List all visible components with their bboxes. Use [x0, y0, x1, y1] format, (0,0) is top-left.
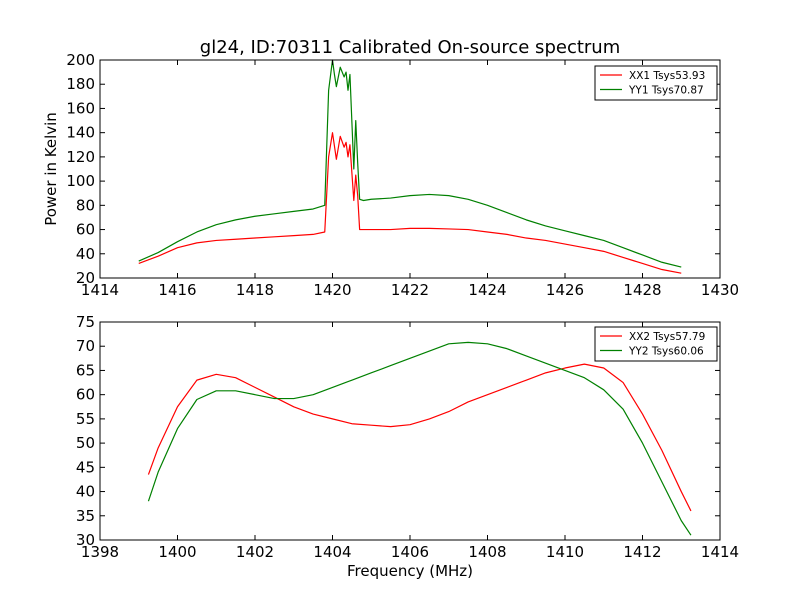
y-tick-label: 75: [76, 313, 95, 331]
x-tick-label: 1406: [391, 543, 429, 561]
y-tick-label: 50: [76, 434, 95, 452]
y-tick-label: 40: [76, 245, 95, 263]
legend-label: YY1 Tsys70.87: [628, 85, 704, 97]
y-tick-label: 30: [76, 531, 95, 549]
x-tick-label: 1398: [81, 543, 119, 561]
y-tick-label: 45: [76, 458, 95, 476]
legend-label: XX2 Tsys57.79: [629, 331, 705, 343]
x-tick-label: 1400: [158, 543, 196, 561]
x-tick-label: 1426: [546, 281, 584, 299]
y-tick-label: 120: [66, 148, 95, 166]
legend-label: YY2 Tsys60.06: [628, 346, 704, 358]
x-tick-label: 1428: [623, 281, 661, 299]
x-tick-label: 1430: [701, 281, 739, 299]
top-panel: 1414 1416 1418 1420 1422 1424 1426 1428 1430 20 40…: [42, 37, 739, 299]
y-tick-label: 20: [76, 269, 95, 287]
y-tick-label: 140: [66, 124, 95, 142]
y-tick-label: 60: [76, 386, 95, 404]
x-tick-label: 1414: [701, 543, 739, 561]
legend: XX1 Tsys53.93 YY1 Tsys70.87: [594, 65, 718, 101]
legend-label: XX1 Tsys53.93: [629, 70, 705, 82]
series-line-xx2: [147, 363, 692, 512]
legend: XX2 Tsys57.79 YY2 Tsys60.06: [594, 326, 718, 362]
x-tick-label: 1422: [391, 281, 429, 299]
y-tick-label: 180: [66, 75, 95, 93]
y-tick-label: 65: [76, 361, 95, 379]
x-tick-label: 1414: [81, 281, 119, 299]
series-line-yy2: [147, 341, 692, 536]
y-tick-label: 55: [76, 410, 95, 428]
series-line-yy1: [138, 59, 682, 268]
x-axis-label: Frequency (MHz): [347, 562, 473, 580]
y-tick-label: 35: [76, 507, 95, 525]
legend-box: [594, 65, 718, 101]
series-lines: [138, 59, 682, 274]
bottom-panel: 1398 1400 1402 1404 1406 1408 1410 1412 1414 30 35…: [76, 313, 739, 580]
series-line-xx1: [138, 132, 682, 274]
y-tick-label: 160: [66, 99, 95, 117]
x-tick-label: 1408: [468, 543, 506, 561]
y-tick-label: 80: [76, 196, 95, 214]
x-tick-label: 1404: [313, 543, 351, 561]
chart-title: gl24, ID:70311 Calibrated On-source spec…: [200, 37, 620, 58]
x-tick-label: 1418: [236, 281, 274, 299]
y-tick-label: 60: [76, 221, 95, 239]
y-tick-label: 100: [66, 172, 95, 190]
y-tick-label: 200: [66, 51, 95, 69]
y-axis-label: Power in Kelvin: [42, 112, 60, 226]
legend-box: [594, 326, 718, 362]
x-tick-label: 1412: [623, 543, 661, 561]
y-tick-label: 40: [76, 483, 95, 501]
x-tick-label: 1424: [468, 281, 506, 299]
x-tick-label: 1420: [313, 281, 351, 299]
x-tick-label: 1402: [236, 543, 274, 561]
y-tick-label: 70: [76, 337, 95, 355]
x-tick-label: 1410: [546, 543, 584, 561]
series-lines: [147, 341, 692, 536]
x-tick-label: 1416: [158, 281, 196, 299]
